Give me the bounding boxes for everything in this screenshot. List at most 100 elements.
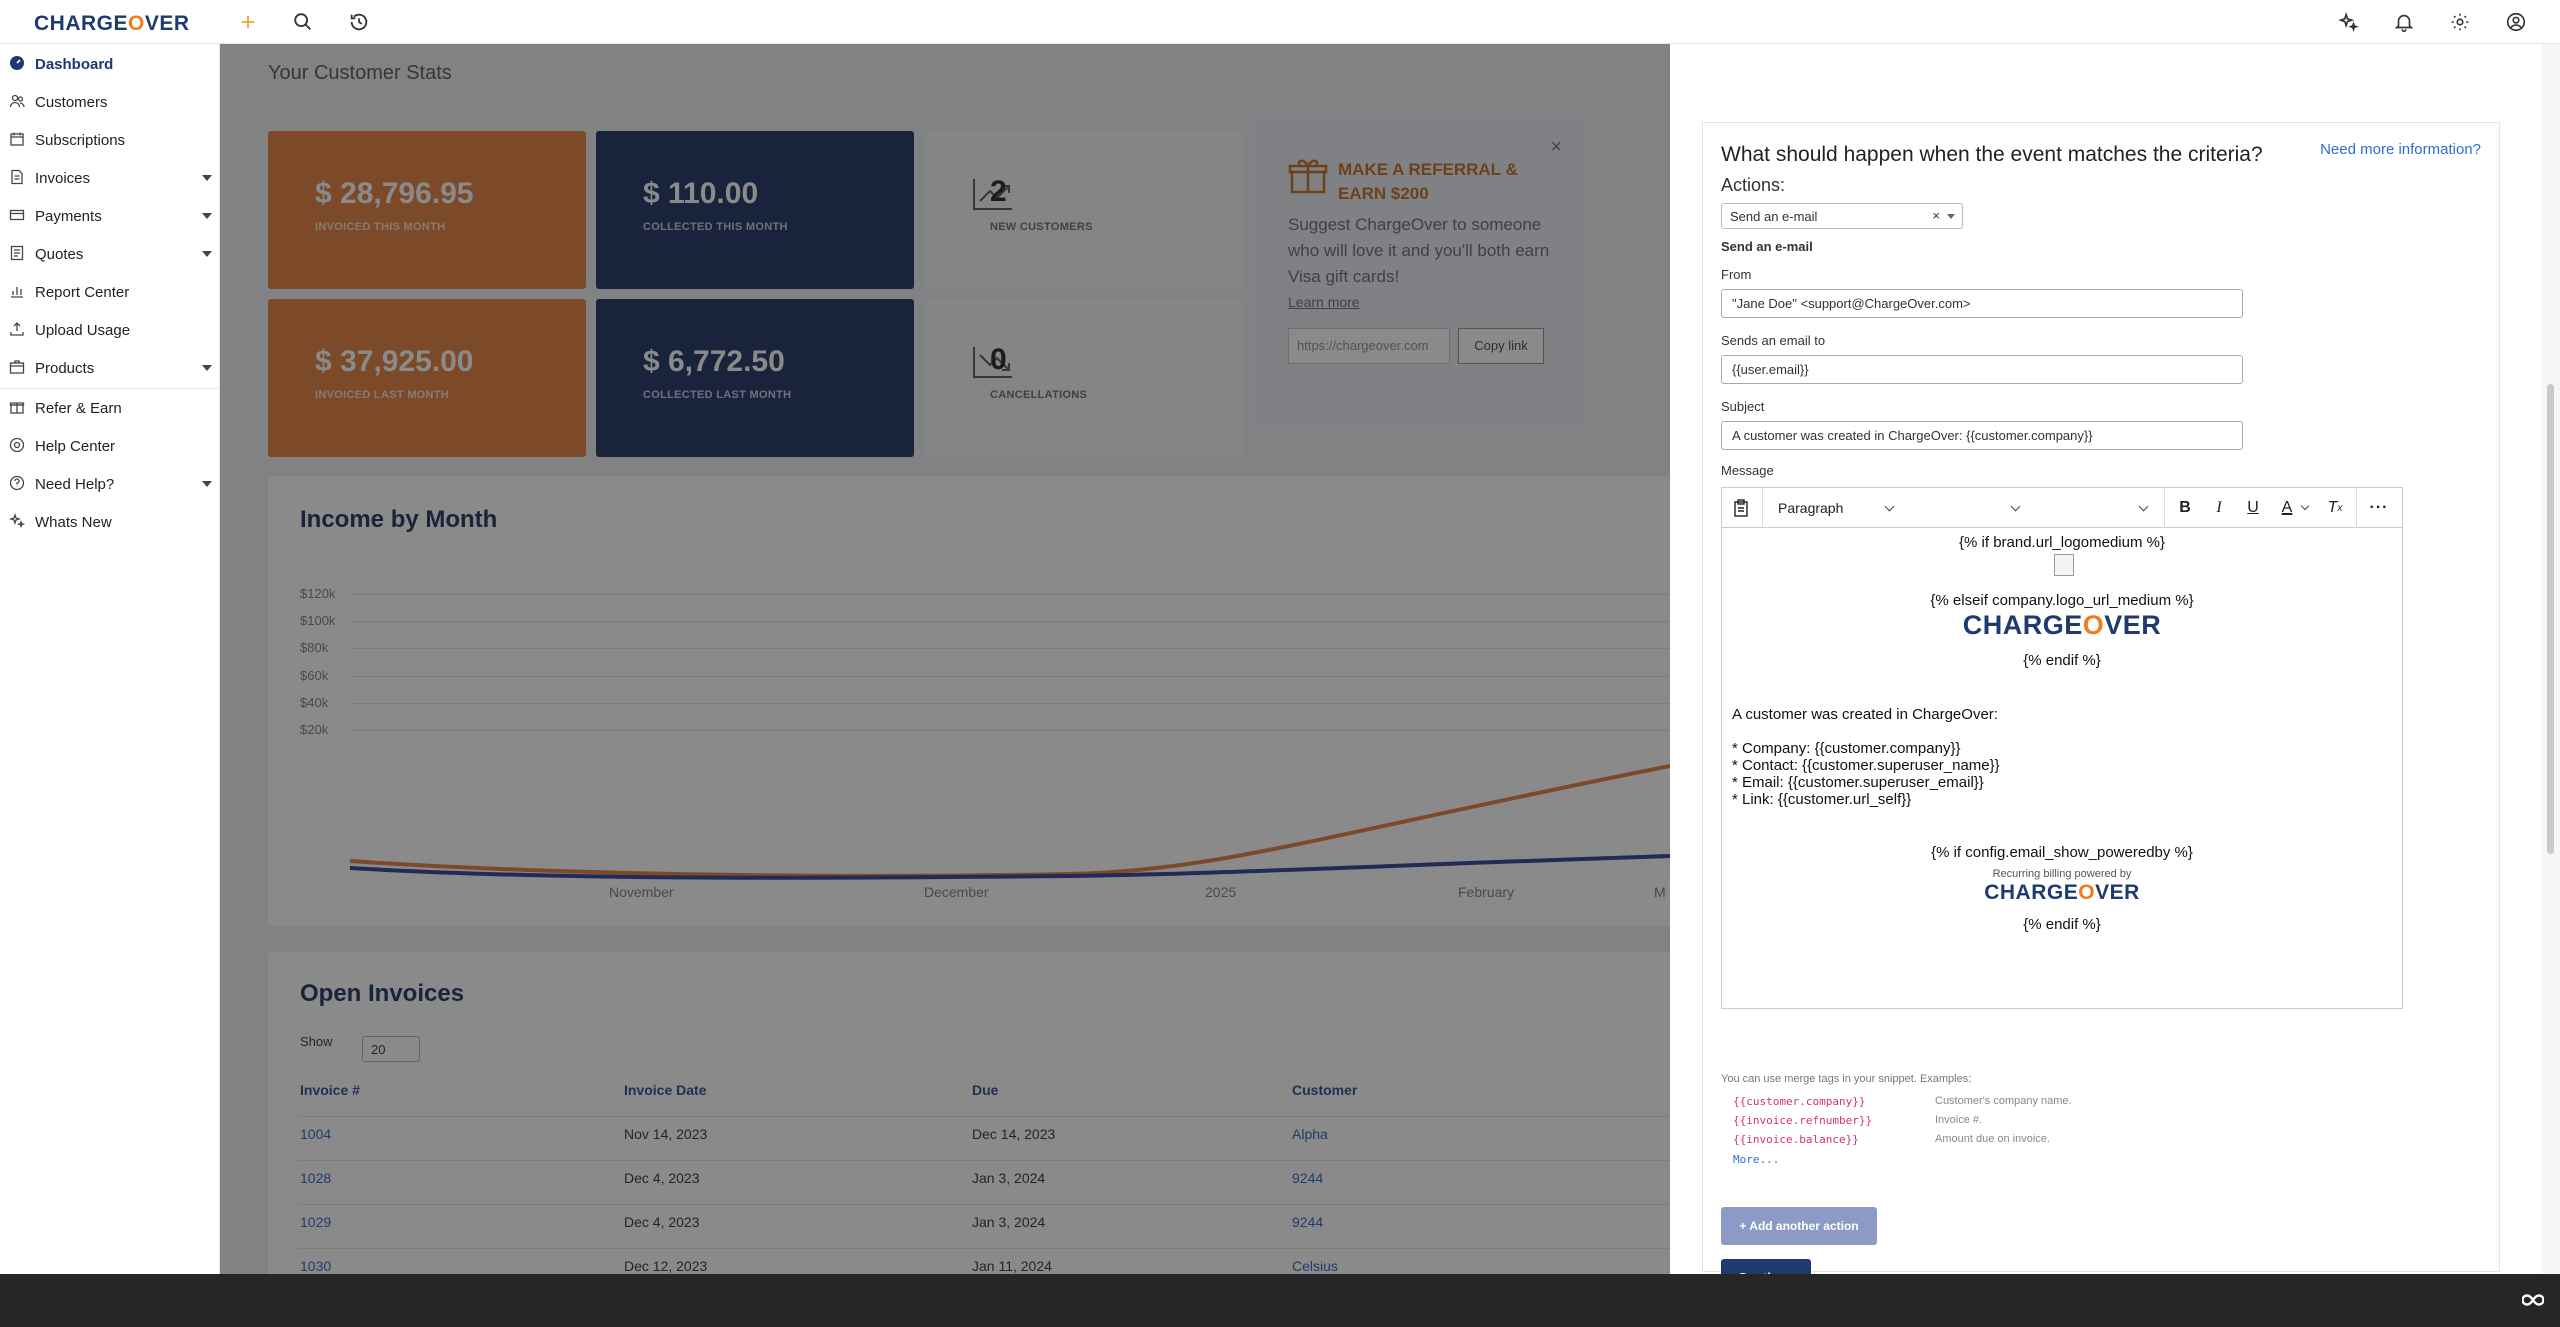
- show-label: Show: [300, 1034, 333, 1049]
- top-bar: CHARGEOVER: [0, 0, 2560, 44]
- invoice-link[interactable]: 1028: [300, 1170, 332, 1186]
- chart-title: Income by Month: [300, 506, 498, 533]
- chargeover-logo[interactable]: CHARGEOVER: [34, 12, 190, 35]
- stat-value: 2: [990, 175, 1007, 208]
- sidebar-item-payments[interactable]: Payments: [0, 197, 220, 235]
- sidebar-item-dashboard[interactable]: Dashboard: [0, 45, 220, 83]
- sidebar-item-quotes[interactable]: Quotes: [0, 235, 220, 273]
- sidebar-item-subscriptions[interactable]: Subscriptions: [0, 121, 220, 159]
- toolbar-separator: [1762, 488, 1763, 528]
- bold-button[interactable]: B: [2179, 499, 2191, 516]
- sidebar-item-upload-usage[interactable]: Upload Usage: [0, 311, 220, 349]
- italic-button[interactable]: I: [2216, 499, 2222, 516]
- chevron-down-icon[interactable]: [2010, 501, 2021, 512]
- sparkle-icon[interactable]: [2335, 9, 2361, 35]
- text-color-button[interactable]: A: [2281, 499, 2293, 516]
- column-header[interactable]: Invoice #: [300, 1082, 360, 1098]
- chevron-down-icon[interactable]: [2300, 501, 2310, 511]
- modal-backdrop[interactable]: [220, 44, 1670, 1274]
- payment-icon: [9, 207, 27, 225]
- column-header[interactable]: Invoice Date: [624, 1082, 707, 1098]
- stat-card-new-customers: 2 NEW CUSTOMERS: [924, 131, 1242, 289]
- row-divider: [298, 1204, 1670, 1205]
- referral-card: × MAKE A REFERRAL & EARN $200 Suggest Ch…: [1254, 116, 1584, 428]
- from-field[interactable]: "Jane Doe" <support@ChargeOver.com>: [1721, 289, 2243, 318]
- chevron-down-icon[interactable]: [2138, 501, 2149, 512]
- gridline: [350, 676, 1670, 677]
- panel-scrollbar[interactable]: [2542, 44, 2560, 1274]
- more-merge-tags-link[interactable]: More...: [1733, 1153, 1780, 1166]
- stat-value: $ 28,796.95: [315, 177, 474, 210]
- referral-link-input[interactable]: https://chargeover.com: [1288, 328, 1450, 364]
- action-card: What should happen when the event matche…: [1702, 122, 2500, 1297]
- sidebar-item-help-center[interactable]: Help Center: [0, 427, 220, 465]
- paste-icon[interactable]: [1728, 496, 1754, 520]
- income-chart-card: Income by Month $120k $100k $80k $60k $4…: [268, 476, 1670, 926]
- open-invoices-card: Open Invoices Show 20 Invoice # Invoice …: [268, 952, 1670, 1274]
- table-cell: Jan 11, 2024: [972, 1258, 1052, 1274]
- help-icon: [9, 437, 27, 455]
- page-title: Your Customer Stats: [268, 62, 452, 84]
- customer-link[interactable]: 9244: [1292, 1214, 1324, 1230]
- table-cell: Jan 3, 2024: [972, 1214, 1046, 1230]
- broken-image-icon: [2054, 554, 2074, 576]
- invoice-link[interactable]: 1030: [300, 1258, 332, 1274]
- history-icon[interactable]: [346, 9, 372, 35]
- stat-card-invoiced-last-month: $ 37,925.00 INVOICED LAST MONTH: [268, 299, 586, 457]
- add-action-button[interactable]: + Add another action: [1721, 1207, 1877, 1245]
- customer-link[interactable]: Celsius: [1292, 1258, 1338, 1274]
- close-icon[interactable]: ×: [1550, 136, 1562, 158]
- invoice-link[interactable]: 1004: [300, 1126, 332, 1142]
- sidebar-item-products[interactable]: Products: [0, 349, 220, 387]
- plus-icon[interactable]: [235, 9, 261, 35]
- template-line: * Contact: {{customer.superuser_name}}: [1732, 757, 2000, 774]
- chevron-down-icon: [202, 251, 212, 257]
- infinity-icon[interactable]: [2521, 1290, 2545, 1310]
- column-header[interactable]: Customer: [1292, 1082, 1358, 1098]
- copy-link-button[interactable]: Copy link: [1458, 328, 1544, 364]
- stat-label: CANCELLATIONS: [990, 389, 1088, 401]
- sidebar-item-customers[interactable]: Customers: [0, 83, 220, 121]
- search-icon[interactable]: [290, 9, 316, 35]
- x-tick-label: February: [1458, 884, 1515, 900]
- sidebar-item-whats-new[interactable]: Whats New: [0, 503, 220, 541]
- sidebar-item-refer-earn[interactable]: Refer & Earn: [0, 389, 220, 427]
- template-line: * Email: {{customer.superuser_email}}: [1732, 774, 1984, 791]
- learn-more-link[interactable]: Learn more: [1288, 294, 1360, 310]
- merge-tag-description: Amount due on invoice.: [1935, 1133, 2050, 1145]
- y-tick-label: $80k: [300, 640, 329, 655]
- sidebar-item-invoices[interactable]: Invoices: [0, 159, 220, 197]
- sidebar-item-report-center[interactable]: Report Center: [0, 273, 220, 311]
- user-icon[interactable]: [2503, 9, 2529, 35]
- subject-label: Subject: [1721, 399, 1765, 414]
- subject-field[interactable]: A customer was created in ChargeOver: {{…: [1721, 421, 2243, 450]
- more-options-icon[interactable]: ···: [2369, 499, 2389, 516]
- template-line: * Link: {{customer.url_self}}: [1732, 791, 1912, 808]
- customer-link[interactable]: Alpha: [1292, 1126, 1328, 1142]
- stat-label: INVOICED THIS MONTH: [315, 221, 446, 233]
- underline-button[interactable]: U: [2247, 499, 2259, 516]
- row-divider: [298, 1116, 1670, 1117]
- clear-icon[interactable]: ×: [1932, 208, 1940, 223]
- to-field[interactable]: {{user.email}}: [1721, 355, 2243, 384]
- bell-icon[interactable]: [2391, 9, 2417, 35]
- gear-icon[interactable]: [2447, 9, 2473, 35]
- row-divider: [298, 1248, 1670, 1249]
- toolbar-separator: [2356, 488, 2357, 528]
- template-line: {% endif %}: [2023, 916, 2101, 933]
- action-type-select[interactable]: Send an e-mail ×: [1721, 203, 1963, 229]
- gift-icon: [1288, 159, 1328, 194]
- products-icon: [9, 359, 27, 377]
- page-size-select[interactable]: 20: [362, 1036, 420, 1062]
- customer-link[interactable]: 9244: [1292, 1170, 1324, 1186]
- scrollbar-thumb[interactable]: [2547, 384, 2554, 854]
- y-tick-label: $60k: [300, 668, 329, 683]
- table-cell: Dec 4, 2023: [624, 1214, 700, 1230]
- more-info-link[interactable]: Need more information?: [2320, 141, 2481, 158]
- invoice-link[interactable]: 1029: [300, 1214, 332, 1230]
- column-header[interactable]: Due: [972, 1082, 999, 1098]
- format-dropdown[interactable]: Paragraph: [1778, 500, 1844, 516]
- sidebar-item-need-help[interactable]: Need Help?: [0, 465, 220, 503]
